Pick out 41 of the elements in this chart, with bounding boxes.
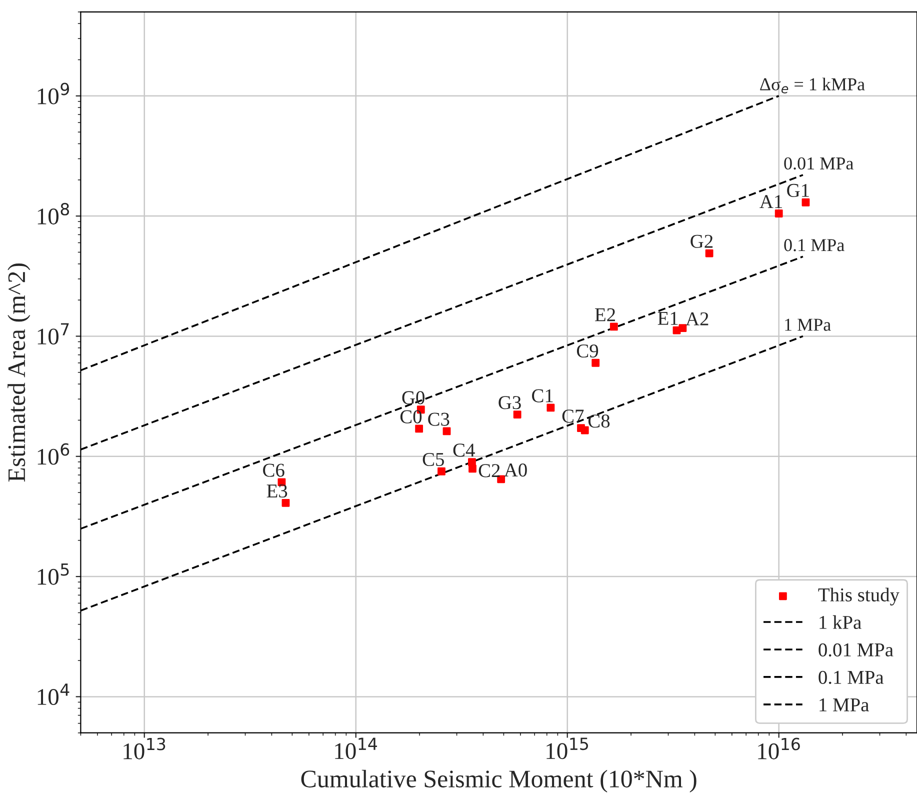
annotation: C9 xyxy=(576,344,598,358)
annotation: C2 xyxy=(478,464,500,478)
legend-label: 1 kPa xyxy=(820,615,862,629)
y-tick-label: 10$^{9}$ xyxy=(38,82,69,104)
annotation: E1 xyxy=(658,312,678,325)
annotation: G2 xyxy=(690,234,713,248)
annotation: C1 xyxy=(532,389,553,402)
x-tick-label: 10$^{14}$ xyxy=(335,738,378,760)
annotation: C5 xyxy=(422,452,444,466)
annotation: E2 xyxy=(595,308,615,322)
annotation: 0.01 MPa xyxy=(784,157,854,170)
annotation: 0.1 MPa xyxy=(784,239,844,252)
annotation: Δσ$_{e}$ = 1 kMPa xyxy=(760,78,865,94)
x-tick-label: 10$^{13}$ xyxy=(124,738,166,760)
y-tick-label: 10$^{8}$ xyxy=(38,202,70,224)
y-tick-label: 10$^{4}$ xyxy=(38,684,70,705)
annotation: G0 xyxy=(402,391,424,404)
x-axis-title: Cumulative Seismic Moment (10*Nm ) xyxy=(301,770,696,793)
annotation: G3 xyxy=(498,396,521,410)
y-axis-title: Estimated Area (m^2) xyxy=(8,263,30,482)
x-tick-label: 10$^{16}$ xyxy=(758,738,800,760)
y-tick-label: 10$^{6}$ xyxy=(38,443,70,465)
annotation: C6 xyxy=(263,464,284,477)
annotation: C8 xyxy=(588,414,610,428)
annotation: A2 xyxy=(686,312,708,326)
legend-label: 0.1 MPa xyxy=(818,670,884,684)
annotation: C7 xyxy=(562,410,584,423)
annotation: C4 xyxy=(453,444,475,457)
annotation: C3 xyxy=(428,412,450,426)
annotation: G1 xyxy=(787,184,809,197)
annotation: E3 xyxy=(266,484,288,498)
y-tick-label: 10$^{7}$ xyxy=(38,323,69,345)
y-tick-label: 10$^{5}$ xyxy=(38,564,69,585)
annotation: A1 xyxy=(760,195,782,208)
legend-label: 1 MPa xyxy=(820,698,869,712)
annotation: A0 xyxy=(504,463,527,477)
legend-label: This study xyxy=(818,588,900,606)
x-tick-label: 10$^{15}$ xyxy=(546,738,588,760)
legend-label: 0.01 MPa xyxy=(818,643,894,657)
annotation: C0 xyxy=(400,410,422,424)
annotation: 1 MPa xyxy=(785,318,831,331)
